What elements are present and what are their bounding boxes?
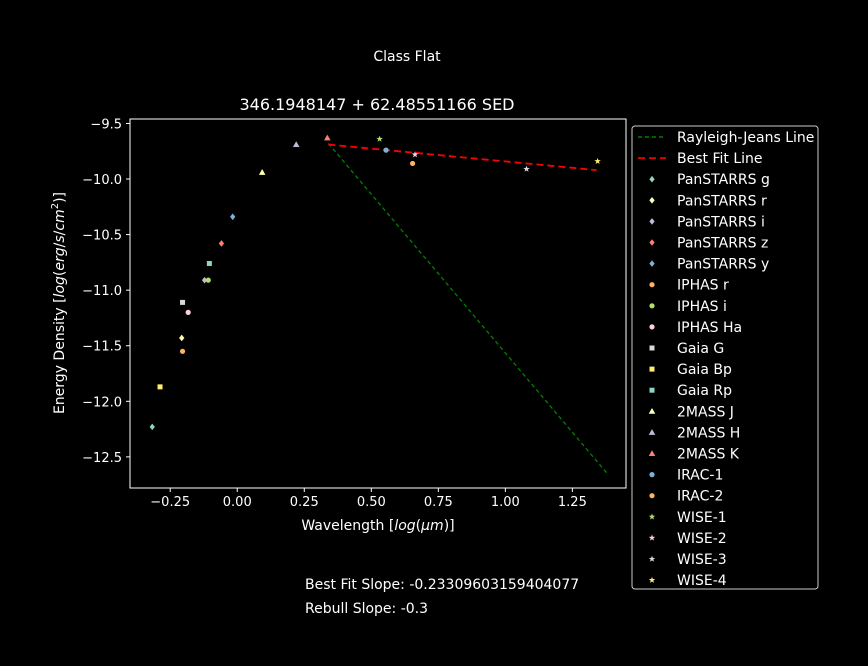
legend-label: 2MASS H (677, 425, 740, 441)
x-tick-label: −0.25 (150, 495, 190, 510)
legend-marker-swatch (649, 218, 655, 225)
2mass-j-point (258, 169, 266, 175)
legend-marker-swatch (649, 493, 655, 499)
y-tick-label: −12.5 (82, 451, 122, 466)
legend-label: WISE-4 (677, 573, 727, 589)
y-tick-label: −12.0 (82, 395, 122, 410)
legend-marker-swatch (649, 472, 655, 478)
irac-1-point (383, 147, 389, 153)
x-tick-label: 0.75 (424, 495, 453, 510)
y-axis: −9.5 −10.0 −10.5 −11.0 −11.5 −12.0 −12.5 (82, 117, 130, 466)
legend-label: Best Fit Line (677, 151, 763, 167)
legend-label: PanSTARRS g (677, 172, 770, 188)
iphas-ha-point (185, 309, 191, 315)
legend-label: 2MASS K (677, 447, 740, 463)
fit-lines (327, 143, 608, 474)
legend-box (631, 125, 819, 590)
panstarrs-g-point (149, 423, 155, 431)
legend-label: Gaia Rp (677, 383, 732, 399)
x-tick-label: 1.00 (491, 495, 520, 510)
x-tick-label: 0.00 (223, 495, 252, 510)
x-tick-label: 0.25 (290, 495, 319, 510)
chart-title: 346.1948147 + 62.48551166 SED (239, 95, 514, 114)
best-fit-slope-text: Best Fit Slope: -0.23309603159404077 (305, 577, 579, 593)
wise-1-point (376, 135, 383, 142)
wise-3-point (523, 165, 530, 172)
x-tick-label: 1.25 (558, 495, 587, 510)
legend-label: WISE-3 (677, 552, 727, 568)
2mass-k-point (324, 134, 331, 141)
legend-label: WISE-1 (677, 510, 727, 526)
legend-label: PanSTARRS y (677, 257, 769, 273)
y-tick-label: −9.5 (90, 117, 122, 132)
x-axis-label: Wavelength [log(μm)] (301, 518, 454, 534)
legend-marker-swatch (649, 366, 655, 372)
panstarrs-z-point (218, 240, 225, 247)
legend-label: IPHAS Ha (677, 320, 742, 336)
legend-marker-swatch (648, 555, 656, 562)
panstarrs-r-point (179, 334, 185, 342)
legend-marker-swatch (648, 513, 656, 520)
data-points (149, 134, 601, 431)
legend-label: IPHAS i (677, 299, 727, 315)
legend-label: PanSTARRS i (677, 214, 765, 230)
rebull-slope-text: Rebull Slope: -0.3 (305, 601, 428, 617)
x-axis: −0.25 0.00 0.25 0.50 0.75 1.00 1.25 (150, 488, 587, 510)
legend-label: IPHAS r (677, 278, 729, 294)
best-fit-line-line (328, 143, 597, 172)
legend-label: PanSTARRS r (677, 193, 767, 209)
legend-marker-swatch (649, 197, 655, 204)
legend-marker-swatch (649, 239, 655, 246)
legend-marker-swatch (649, 282, 655, 288)
rayleigh-jeans-line-line (327, 143, 608, 474)
legend-items: Rayleigh-Jeans Line Best Fit Line PanSTARR… (638, 130, 814, 589)
legend-label: IRAC-1 (677, 468, 723, 484)
legend-label: 2MASS J (677, 404, 734, 420)
legend-marker-swatch (648, 576, 656, 583)
legend-label: Gaia G (677, 341, 724, 357)
legend-marker-swatch (648, 408, 656, 414)
legend-marker-swatch (649, 303, 655, 309)
gaia-rp-point (206, 260, 212, 266)
gaia-bp-point (157, 384, 163, 390)
legend-label: Rayleigh-Jeans Line (677, 130, 814, 146)
gaia-g-point (180, 299, 186, 305)
legend-marker-swatch (649, 324, 655, 330)
legend-marker-swatch (648, 534, 656, 541)
legend-label: WISE-2 (677, 531, 727, 547)
figure-suptitle: Class Flat (373, 49, 441, 65)
legend-label: PanSTARRS z (677, 236, 768, 252)
irac-2-point (409, 160, 416, 167)
wise-2-point (411, 151, 419, 158)
legend-marker-swatch (648, 450, 656, 456)
legend-marker-swatch (648, 429, 656, 435)
iphas-r-point (179, 348, 186, 354)
plot-frame (129, 118, 627, 489)
panstarrs-y-point (230, 213, 236, 221)
iphas-i-point (205, 277, 211, 283)
legend-marker-swatch (649, 260, 655, 267)
2mass-h-point (292, 141, 300, 148)
y-tick-label: −10.5 (82, 229, 122, 244)
legend-label: Gaia Bp (677, 362, 732, 378)
y-axis-label: Energy Density [log(erg/s/cm2)] (50, 192, 68, 414)
legend-marker-swatch (649, 345, 655, 351)
y-tick-label: −10.0 (82, 173, 122, 188)
y-tick-label: −11.5 (82, 340, 122, 355)
legend-marker-swatch (649, 387, 655, 393)
wise-4-point (594, 157, 601, 164)
panstarrs-i-point (201, 276, 208, 284)
legend: Rayleigh-Jeans Line Best Fit Line PanSTARR… (631, 125, 819, 590)
legend-marker-swatch (649, 175, 655, 183)
x-tick-label: 0.50 (357, 495, 386, 510)
y-tick-label: −11.0 (82, 284, 122, 299)
legend-label: IRAC-2 (677, 489, 723, 505)
